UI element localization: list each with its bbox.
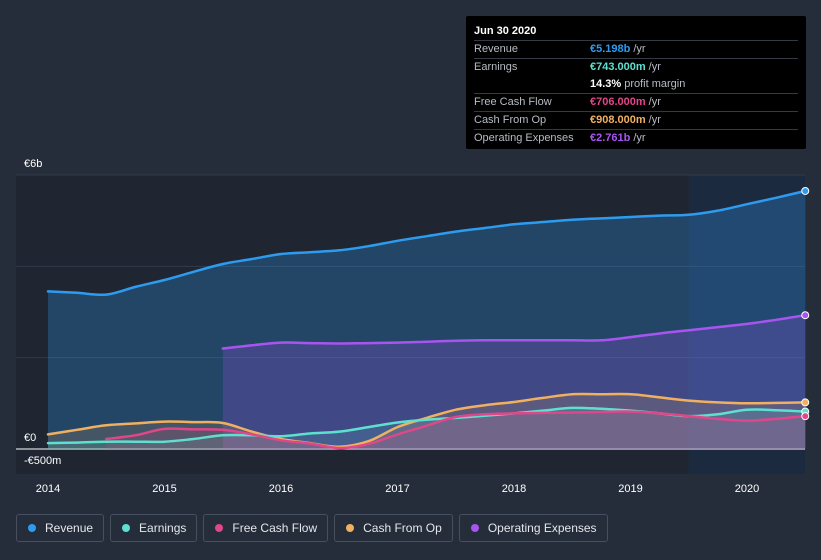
axis-label-layer: €6b €0 -€500m 2014 2015 2016 2017 2018 2019 2020 — [24, 158, 759, 495]
x-tick-label-2015: 2015 — [152, 483, 176, 495]
x-tick-label-2020: 2020 — [735, 483, 759, 495]
end-dot-layer — [801, 186, 810, 421]
tooltip-value-opex: €2.761b — [590, 132, 631, 144]
legend-item-revenue[interactable]: Revenue — [16, 514, 105, 542]
series-end-dot-opex — [801, 311, 810, 320]
tooltip-row-margin: 14.3% profit margin — [474, 76, 798, 93]
series-area-earnings — [48, 407, 806, 449]
series-end-dot-cfo — [801, 398, 810, 407]
tooltip-row-fcf: Free Cash Flow €706.000m /yr — [474, 93, 798, 111]
tooltip-value-revenue: €5.198b — [590, 43, 631, 55]
y-tick-label-1: €0 — [24, 432, 36, 444]
tooltip-date: Jun 30 2020 — [474, 25, 537, 37]
tooltip-unit-fcf: /yr — [648, 96, 661, 108]
tooltip-unit-margin: profit margin — [624, 78, 686, 90]
tooltip-value-cfo: €908.000m — [590, 114, 646, 126]
legend-label-cfo: Cash From Op — [363, 521, 442, 535]
legend-label-earnings: Earnings — [139, 521, 187, 535]
legend-item-earnings[interactable]: Earnings — [110, 514, 198, 542]
series-line-cfo — [46, 392, 807, 448]
tooltip-value-earnings: €743.000m — [590, 61, 646, 73]
legend-label-fcf: Free Cash Flow — [232, 521, 318, 535]
line-layer — [46, 189, 807, 450]
tooltip-row-earnings: Earnings €743.000m /yr — [474, 58, 798, 76]
tooltip-row-revenue: Revenue €5.198b /yr — [474, 40, 798, 58]
tooltip-value-margin: 14.3% — [590, 78, 622, 90]
series-end-dot-revenue — [801, 186, 810, 195]
tooltip-unit-earnings: /yr — [648, 61, 661, 73]
tooltip-row-opex: Operating Expenses €2.761b /yr — [474, 129, 798, 147]
series-area-opex — [222, 315, 806, 449]
y-tick-label-2: -€500m — [24, 455, 61, 467]
tooltip-unit-revenue: /yr — [633, 43, 646, 55]
legend-dot-revenue — [28, 524, 36, 532]
tooltip-label-earnings: Earnings — [474, 61, 518, 73]
legend-item-opex[interactable]: Operating Expenses — [458, 514, 608, 542]
y-tick-label-0: €6b — [24, 158, 42, 170]
legend-label-revenue: Revenue — [45, 521, 94, 535]
plot-background — [16, 175, 805, 474]
legend-dot-cfo — [346, 524, 355, 532]
legend-item-fcf[interactable]: Free Cash Flow — [203, 514, 329, 542]
tooltip-row-cfo: Cash From Op €908.000m /yr — [474, 111, 798, 129]
x-tick-label-2019: 2019 — [618, 483, 642, 495]
series-line-revenue — [46, 189, 807, 297]
tooltip-label-fcf: Free Cash Flow — [474, 96, 552, 108]
tooltip-unit-opex: /yr — [633, 132, 646, 144]
legend-label-opex: Operating Expenses — [487, 521, 597, 535]
series-line-fcf — [105, 410, 807, 450]
series-area-revenue — [48, 191, 806, 449]
series-end-dot-fcf — [801, 412, 810, 421]
legend-dot-opex — [470, 524, 479, 532]
x-tick-label-2017: 2017 — [385, 483, 409, 495]
x-tick-label-2018: 2018 — [502, 483, 526, 495]
tooltip-panel: Jun 30 2020 Revenue €5.198b /yr Earnings… — [466, 16, 806, 149]
tooltip-label-cfo: Cash From Op — [474, 114, 547, 126]
x-tick-label-2016: 2016 — [269, 483, 293, 495]
tooltip-label-revenue: Revenue — [474, 43, 519, 55]
x-tick-label-2014: 2014 — [36, 483, 60, 495]
legend-dot-earnings — [122, 524, 131, 532]
chart-legend: Revenue Earnings Free Cash Flow Cash Fro… — [16, 514, 608, 542]
tooltip-value-fcf: €706.000m — [590, 96, 646, 108]
legend-item-cfo[interactable]: Cash From Op — [334, 514, 453, 542]
series-line-opex — [221, 313, 807, 350]
tooltip-unit-cfo: /yr — [648, 114, 661, 126]
tooltip-label-opex: Operating Expenses — [474, 132, 574, 144]
legend-dot-fcf — [215, 524, 224, 532]
series-area-fcf — [106, 411, 806, 449]
